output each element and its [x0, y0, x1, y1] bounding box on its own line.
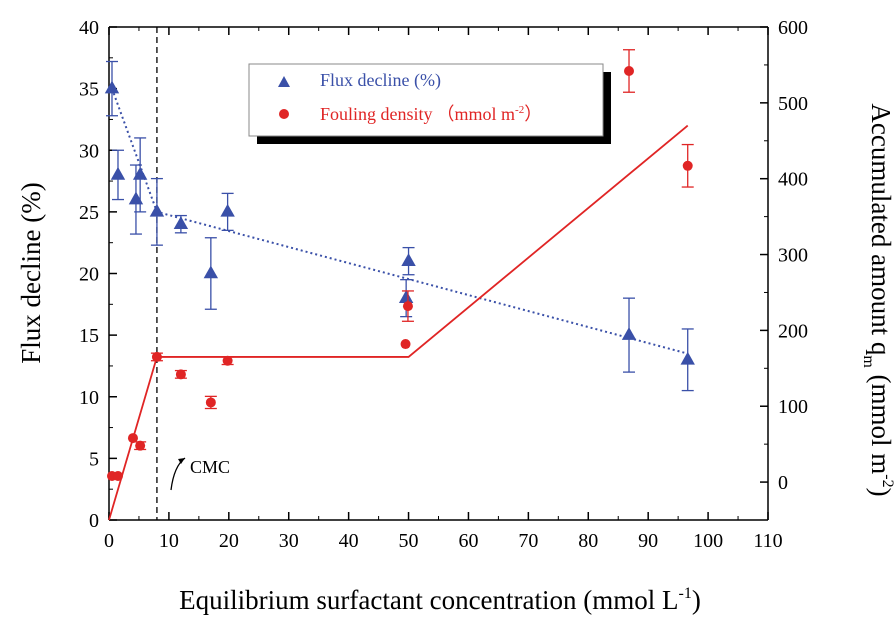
cmc-reference: CMC — [156, 27, 230, 520]
y-tick-label: 15 — [79, 325, 99, 347]
x-tick-label: 80 — [578, 530, 598, 552]
fouling-point — [222, 355, 233, 366]
y-tick-label: 40 — [79, 17, 99, 39]
x-tick-label: 0 — [104, 530, 114, 552]
legend-circle-icon — [279, 109, 289, 119]
x-tick-label: 100 — [693, 530, 723, 552]
axis-ticks: 0 10 20 30 40 50 60 70 80 90 100 110 0 5 10 15 20 25 30 35 4… — [79, 17, 808, 552]
flux-point — [149, 203, 165, 217]
flux-point — [398, 290, 414, 303]
x-tick-label: 10 — [159, 530, 179, 552]
flux-point — [110, 166, 126, 180]
x-tick-label: 40 — [339, 530, 359, 552]
y2-tick-label: 100 — [778, 396, 808, 418]
y-tick-label: 10 — [79, 387, 99, 409]
x-tick-label: 20 — [219, 530, 239, 552]
y-axis-right-title: Accumulated amount qm (mmol m-2) — [860, 103, 895, 496]
legend: Flux decline (%) Fouling density （mmol m-… — [248, 63, 611, 144]
flux-point — [128, 191, 144, 205]
flux-point — [203, 265, 219, 279]
flux-point — [132, 166, 148, 180]
cmc-label: CMC — [190, 457, 230, 477]
x-tick-label: 60 — [458, 530, 478, 552]
y2-tick-label: 0 — [778, 472, 788, 494]
fouling-point — [175, 369, 186, 380]
fouling-point — [402, 301, 413, 312]
legend-label-flux: Flux decline (%) — [320, 70, 441, 91]
fouling-point — [682, 160, 693, 171]
y-tick-label: 20 — [79, 264, 99, 286]
legend-box — [248, 63, 604, 137]
x-tick-label: 90 — [638, 530, 658, 552]
data-points — [104, 49, 695, 482]
y2-tick-label: 600 — [778, 17, 808, 39]
flux-point — [220, 203, 235, 217]
flux-point — [104, 80, 120, 94]
x-tick-label: 30 — [279, 530, 299, 552]
fouling-point — [112, 471, 123, 482]
flux-point — [621, 327, 637, 340]
fouling-point — [400, 339, 411, 350]
flux-point — [680, 351, 695, 365]
y2-tick-label: 200 — [778, 320, 808, 342]
cmc-arrow-line — [170, 457, 186, 491]
y2-tick-label: 500 — [778, 93, 808, 115]
y-tick-label: 35 — [79, 79, 99, 101]
flux-point — [173, 216, 189, 229]
y2-tick-label: 400 — [778, 169, 808, 191]
legend-label-fouling: Fouling density （mmol m-2） — [320, 104, 542, 124]
fouling-point — [624, 65, 635, 76]
x-tick-label: 110 — [753, 530, 782, 552]
fouling-point — [135, 440, 146, 451]
x-tick-label: 70 — [518, 530, 538, 552]
y2-tick-label: 300 — [778, 245, 808, 267]
y-tick-label: 5 — [89, 448, 99, 470]
flux-point — [401, 253, 416, 266]
legend-triangle-icon — [278, 76, 290, 87]
x-tick-label: 50 — [399, 530, 419, 552]
trend-lines — [108, 88, 689, 521]
fouling-point — [151, 351, 162, 362]
fouling-point — [205, 397, 216, 408]
y-tick-label: 0 — [89, 510, 99, 532]
y-tick-label: 25 — [79, 202, 99, 224]
fouling-point — [127, 433, 138, 444]
x-axis-title: Equilibrium surfactant concentration (mm… — [179, 585, 701, 615]
y-axis-left-title: Flux decline (%) — [16, 182, 46, 363]
y-tick-label: 30 — [79, 140, 99, 162]
cmc-arrow-head — [178, 458, 185, 464]
